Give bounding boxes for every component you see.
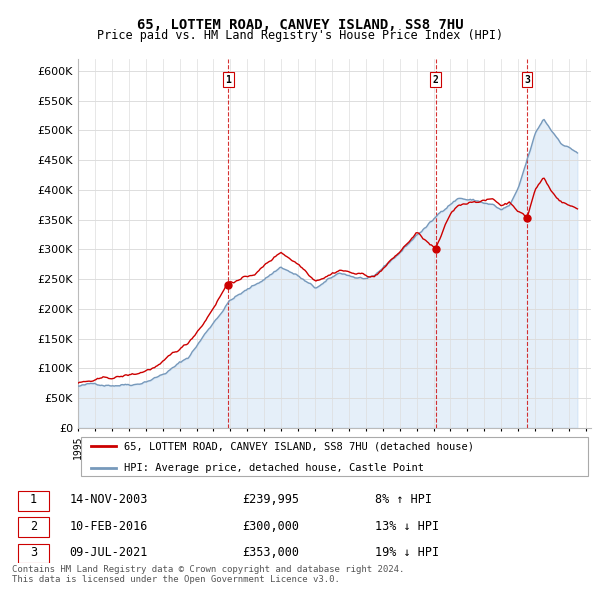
Text: 19% ↓ HPI: 19% ↓ HPI [375, 546, 439, 559]
Text: Price paid vs. HM Land Registry's House Price Index (HPI): Price paid vs. HM Land Registry's House … [97, 30, 503, 42]
Text: 8% ↑ HPI: 8% ↑ HPI [375, 493, 432, 506]
Text: 1: 1 [225, 75, 231, 85]
Text: 3: 3 [524, 75, 530, 85]
Text: £300,000: £300,000 [242, 520, 299, 533]
Text: 13% ↓ HPI: 13% ↓ HPI [375, 520, 439, 533]
Text: This data is licensed under the Open Government Licence v3.0.: This data is licensed under the Open Gov… [12, 575, 340, 584]
FancyBboxPatch shape [18, 543, 49, 563]
FancyBboxPatch shape [18, 491, 49, 511]
FancyBboxPatch shape [18, 517, 49, 537]
Text: 65, LOTTEM ROAD, CANVEY ISLAND, SS8 7HU: 65, LOTTEM ROAD, CANVEY ISLAND, SS8 7HU [137, 18, 463, 32]
Text: 65, LOTTEM ROAD, CANVEY ISLAND, SS8 7HU (detached house): 65, LOTTEM ROAD, CANVEY ISLAND, SS8 7HU … [124, 441, 474, 451]
Text: 14-NOV-2003: 14-NOV-2003 [70, 493, 148, 506]
Text: 2: 2 [433, 75, 439, 85]
FancyBboxPatch shape [80, 437, 589, 476]
Text: Contains HM Land Registry data © Crown copyright and database right 2024.: Contains HM Land Registry data © Crown c… [12, 565, 404, 574]
Text: 2: 2 [30, 520, 37, 533]
Text: 09-JUL-2021: 09-JUL-2021 [70, 546, 148, 559]
Text: £239,995: £239,995 [242, 493, 299, 506]
Text: 3: 3 [30, 546, 37, 559]
Text: 10-FEB-2016: 10-FEB-2016 [70, 520, 148, 533]
Text: HPI: Average price, detached house, Castle Point: HPI: Average price, detached house, Cast… [124, 463, 424, 473]
Text: £353,000: £353,000 [242, 546, 299, 559]
Text: 1: 1 [30, 493, 37, 506]
